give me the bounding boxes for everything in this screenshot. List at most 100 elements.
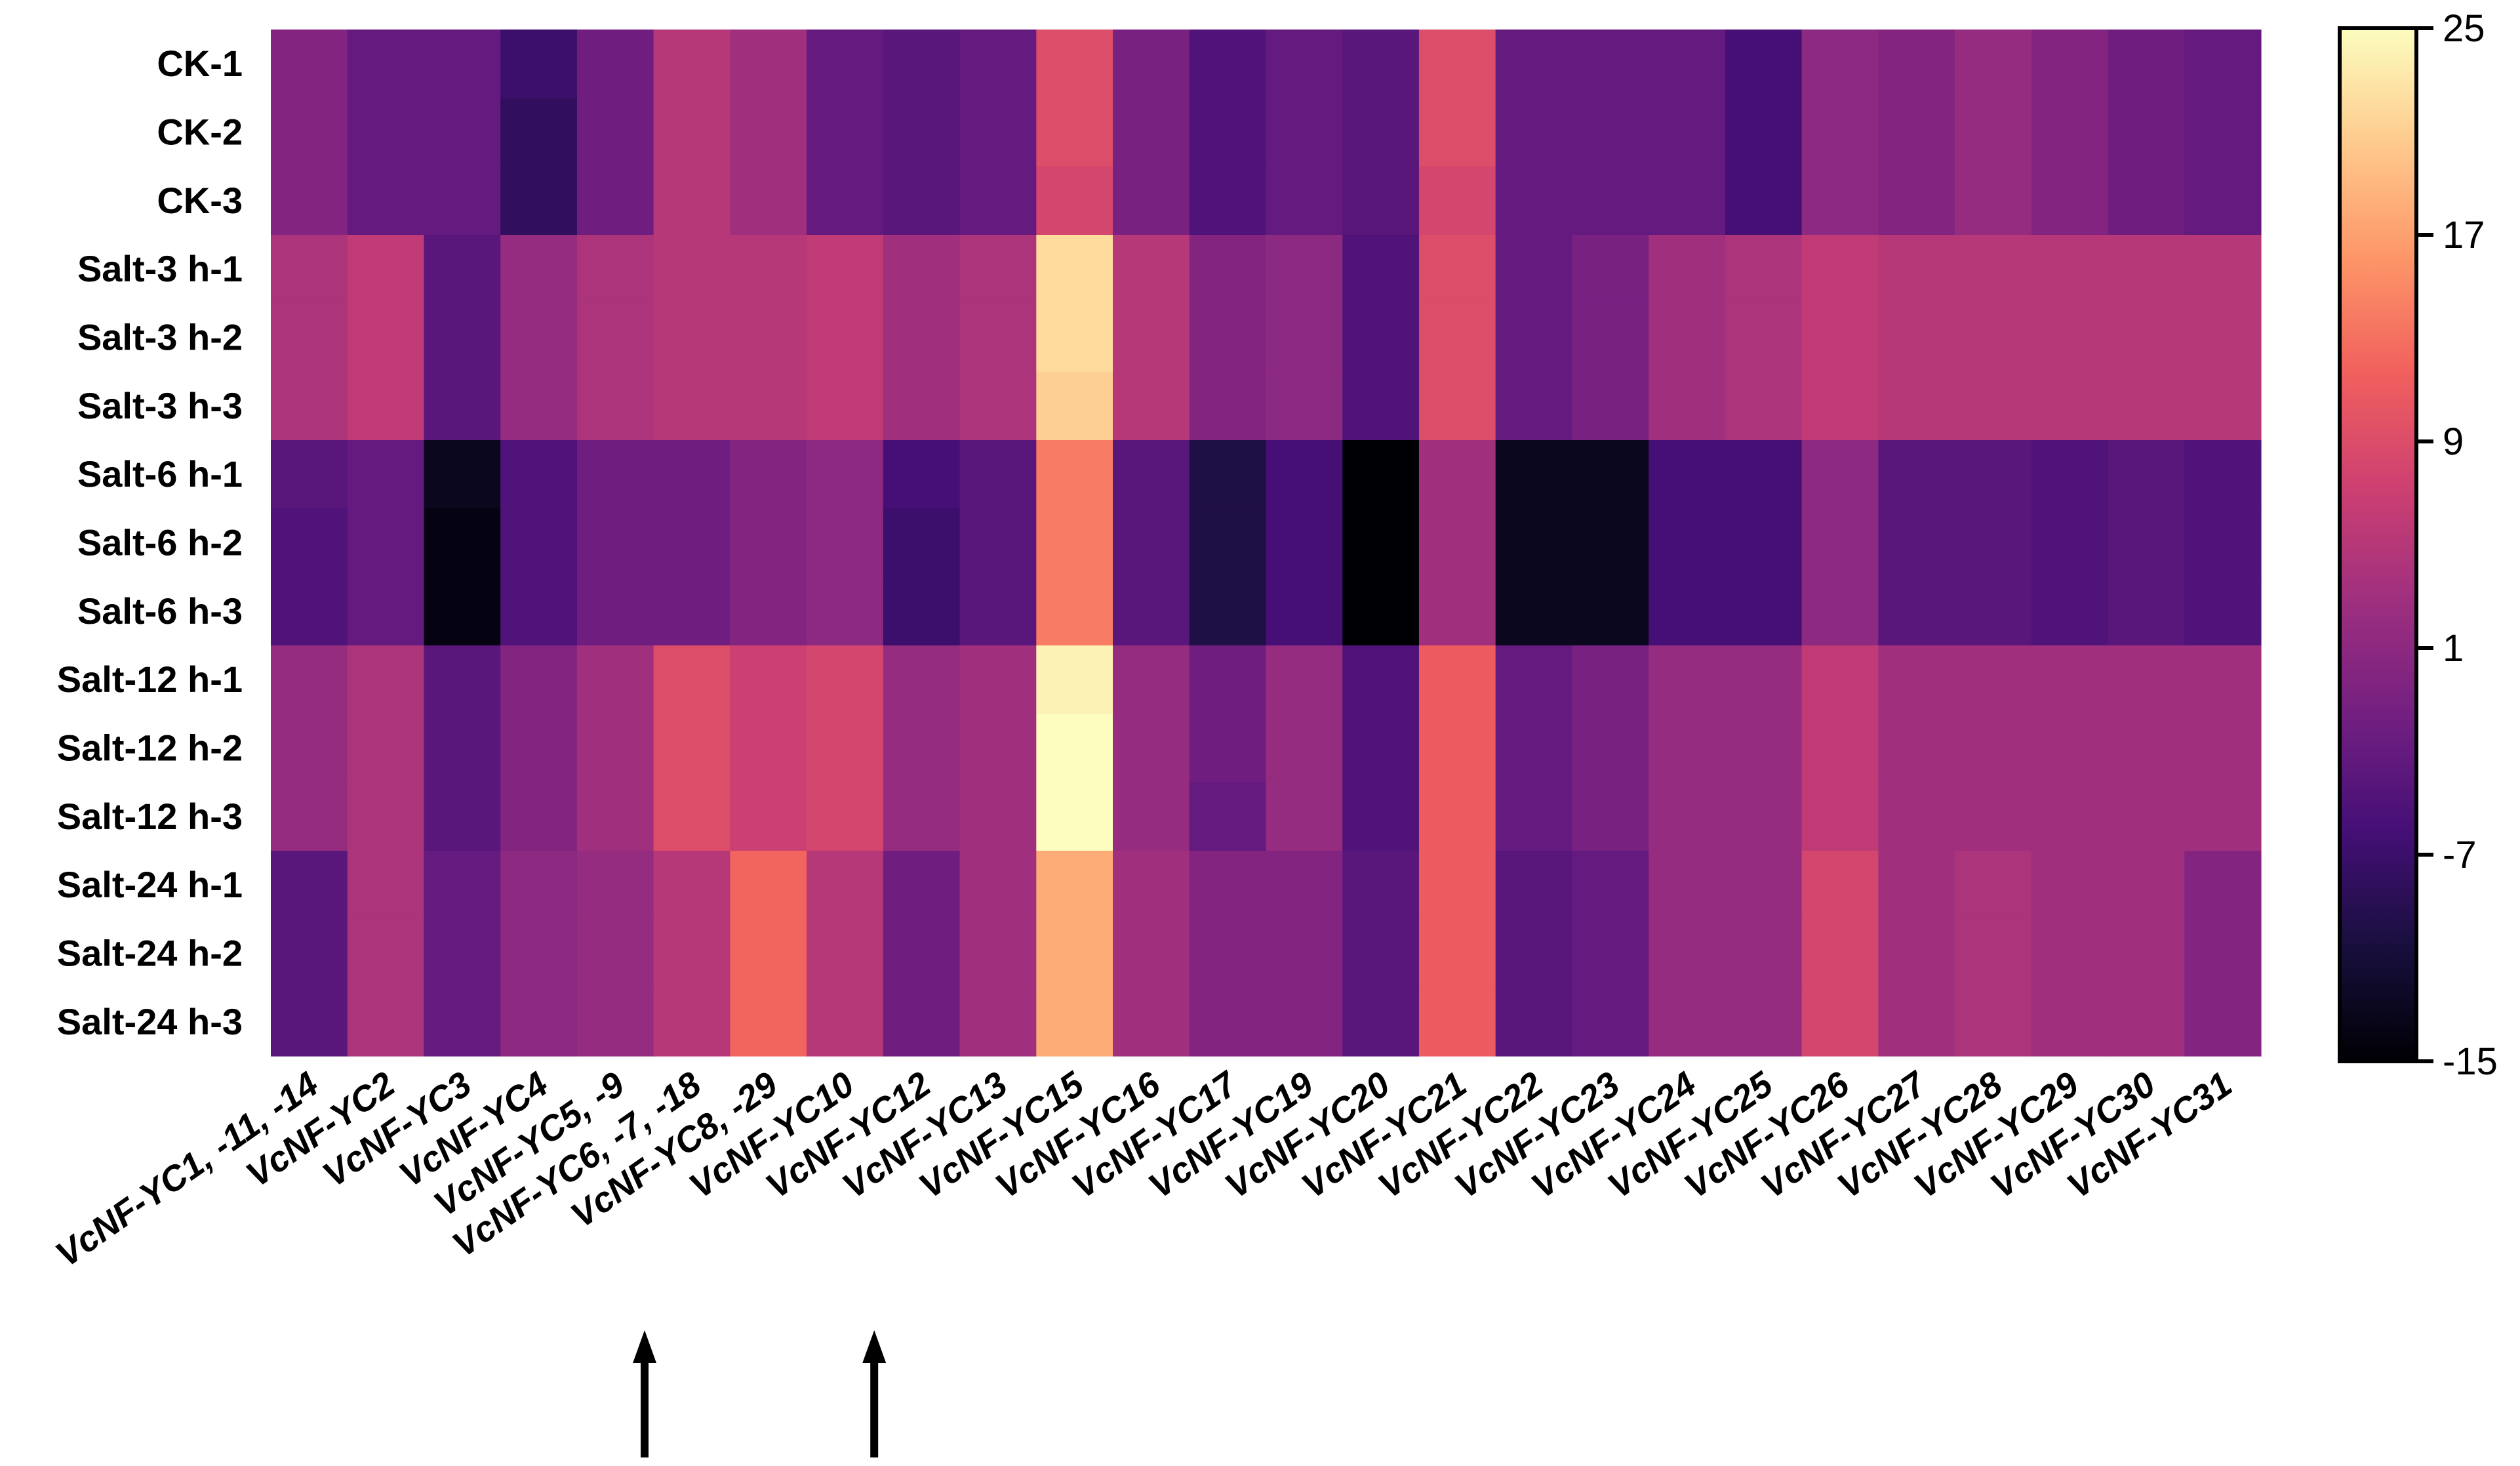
heatmap-cell (1725, 98, 1803, 167)
heatmap-cell (653, 166, 730, 235)
heatmap-cell (1572, 714, 1649, 783)
heatmap-cell (959, 714, 1037, 783)
heatmap-cell (1189, 782, 1267, 851)
heatmap-cell (1266, 782, 1343, 851)
row-label: Salt-6 h-3 (77, 590, 243, 632)
heatmap-cell (883, 851, 961, 920)
heatmap-cell (1801, 371, 1879, 441)
heatmap-cell (959, 98, 1037, 167)
heatmap-cell (1342, 987, 1420, 1057)
heatmap-cell (1036, 30, 1113, 98)
heatmap-cell (347, 371, 425, 441)
heatmap-cell (2108, 714, 2185, 783)
heatmap-cell (807, 30, 884, 98)
heatmap-cell (347, 440, 425, 509)
heatmap-cell (807, 166, 884, 235)
heatmap-cell (730, 577, 807, 646)
heatmap-cell (1036, 851, 1113, 920)
heatmap-cell (1801, 166, 1879, 235)
heatmap-cell (1113, 440, 1190, 509)
heatmap-cell (347, 577, 425, 646)
heatmap-cell (2108, 30, 2185, 98)
heatmap-cell (1036, 371, 1113, 441)
heatmap-cell (2184, 98, 2262, 167)
heatmap-cell (1036, 303, 1113, 373)
heatmap-cell (807, 440, 884, 509)
heatmap-cell (347, 851, 425, 920)
heatmap-cell (959, 782, 1037, 851)
heatmap-cell (2108, 851, 2185, 920)
heatmap-cell (1495, 166, 1573, 235)
heatmap-cell (347, 30, 425, 98)
row-label: Salt-6 h-2 (77, 522, 243, 563)
heatmap-cell (576, 30, 654, 98)
up-arrow-icon (862, 1330, 887, 1457)
heatmap-cell (1801, 235, 1879, 304)
heatmap-cell (1649, 987, 1726, 1057)
heatmap-cell (2031, 645, 2109, 714)
heatmap-cell (1878, 440, 1955, 509)
heatmap-cell (959, 166, 1037, 235)
heatmap-cell (1266, 30, 1343, 98)
row-labels: CK-1 CK-2 CK-3 Salt-3 h-1 Salt-3 h-2 Salt-3 h… (57, 43, 243, 1042)
heatmap-cell (1418, 440, 1496, 509)
heatmap-cell (2031, 577, 2109, 646)
heatmap-cell (1189, 714, 1267, 783)
heatmap-cell (1572, 577, 1649, 646)
heatmap-cell (424, 98, 501, 167)
heatmap-cell (1801, 577, 1879, 646)
heatmap-cell (1572, 98, 1649, 167)
heatmap-cell (883, 166, 961, 235)
heatmap-cell (576, 851, 654, 920)
heatmap-cell (1418, 508, 1496, 578)
heatmap-cell (1878, 714, 1955, 783)
heatmap-cell (424, 371, 501, 441)
heatmap-cell (1342, 714, 1420, 783)
heatmap-cell (1725, 371, 1803, 441)
heatmap-cell (1495, 303, 1573, 373)
heatmap-cell (2031, 919, 2109, 988)
heatmap-cell (2031, 851, 2109, 920)
heatmap-cell (1572, 645, 1649, 714)
heatmap-cell (1649, 371, 1726, 441)
heatmap-cell (653, 919, 730, 988)
heatmap-cell (2031, 30, 2109, 98)
heatmap-cell (1572, 782, 1649, 851)
heatmap-cell (653, 851, 730, 920)
heatmap-cell (2184, 371, 2262, 441)
heatmap-cell (576, 235, 654, 304)
heatmap-cell (730, 303, 807, 373)
heatmap-cell (653, 371, 730, 441)
heatmap-cell (1036, 235, 1113, 304)
heatmap-cell (1113, 98, 1190, 167)
heatmap-cells (271, 30, 2262, 1057)
heatmap-cell (1189, 645, 1267, 714)
heatmap-cell (2031, 303, 2109, 373)
heatmap-cell (576, 782, 654, 851)
heatmap-cell (1418, 371, 1496, 441)
row-label: Salt-3 h-2 (77, 317, 243, 358)
heatmap-cell (424, 166, 501, 235)
heatmap-cell (1418, 714, 1496, 783)
heatmap-cell (424, 919, 501, 988)
heatmap-cell (576, 987, 654, 1057)
colorbar-tick-label: 9 (2443, 420, 2464, 463)
heatmap-cell (2184, 303, 2262, 373)
heatmap-cell (2031, 987, 2109, 1057)
heatmap-cell (883, 440, 961, 509)
heatmap-cell (1418, 166, 1496, 235)
heatmap-cell (1266, 645, 1343, 714)
heatmap-cell (883, 782, 961, 851)
heatmap-cell (347, 645, 425, 714)
heatmap-cell (1955, 371, 2032, 441)
heatmap-cell (576, 645, 654, 714)
heatmap-cell (1418, 851, 1496, 920)
heatmap-cell (1113, 508, 1190, 578)
heatmap-cell (1495, 987, 1573, 1057)
heatmap-cell (730, 919, 807, 988)
heatmap-cell (1342, 303, 1420, 373)
heatmap-cell (1036, 98, 1113, 167)
heatmap-cell (1189, 577, 1267, 646)
